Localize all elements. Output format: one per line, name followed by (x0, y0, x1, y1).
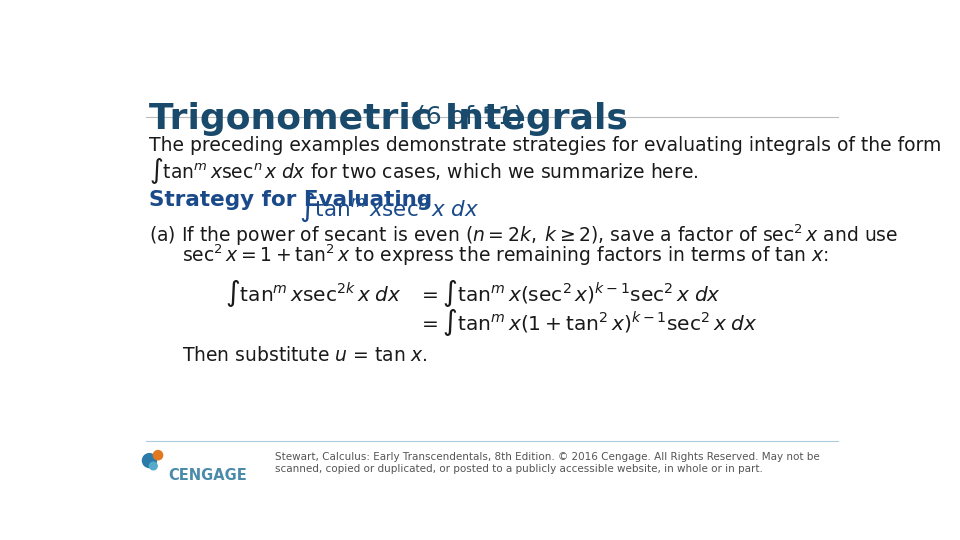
Text: $= \int \tan^m x(1+\tan^2 x)^{k-1} \sec^2 x \; dx$: $= \int \tan^m x(1+\tan^2 x)^{k-1} \sec^… (419, 306, 757, 338)
Text: Trigonometric Integrals: Trigonometric Integrals (150, 102, 629, 136)
Circle shape (150, 462, 157, 470)
Text: The preceding examples demonstrate strategies for evaluating integrals of the fo: The preceding examples demonstrate strat… (150, 136, 942, 154)
Circle shape (142, 454, 156, 468)
Text: $\sec^2 x = 1 + \tan^2 x$ to express the remaining factors in terms of tan $x$:: $\sec^2 x = 1 + \tan^2 x$ to express the… (182, 242, 828, 268)
Text: $\int \tan^m x \sec^{2k} x \; dx$: $\int \tan^m x \sec^{2k} x \; dx$ (225, 276, 401, 308)
Text: $\int \tan^m x \sec^n x \; dx$: $\int \tan^m x \sec^n x \; dx$ (299, 190, 479, 224)
Text: Stewart, Calculus: Early Transcendentals, 8th Edition. © 2016 Cengage. All Right: Stewart, Calculus: Early Transcendentals… (275, 452, 820, 462)
Text: $\int \tan^m x \sec^n x \; dx$ for two cases, which we summarize here.: $\int \tan^m x \sec^n x \; dx$ for two c… (150, 156, 699, 186)
Text: scanned, copied or duplicated, or posted to a publicly accessible website, in wh: scanned, copied or duplicated, or posted… (275, 464, 763, 474)
Text: (a) If the power of secant is even ($n = 2k, \; k \geq 2$), save a factor of $\s: (a) If the power of secant is even ($n =… (150, 222, 899, 248)
Text: (6 of 11): (6 of 11) (408, 104, 523, 128)
Text: Then substitute $u$ = tan $x$.: Then substitute $u$ = tan $x$. (182, 346, 428, 365)
Text: CENGAGE: CENGAGE (168, 468, 247, 483)
Text: Strategy for Evaluating: Strategy for Evaluating (150, 190, 440, 210)
Circle shape (154, 450, 162, 460)
Text: $= \int \tan^m x(\sec^2 x)^{k-1} \sec^2 x \; dx$: $= \int \tan^m x(\sec^2 x)^{k-1} \sec^2 … (419, 276, 721, 308)
